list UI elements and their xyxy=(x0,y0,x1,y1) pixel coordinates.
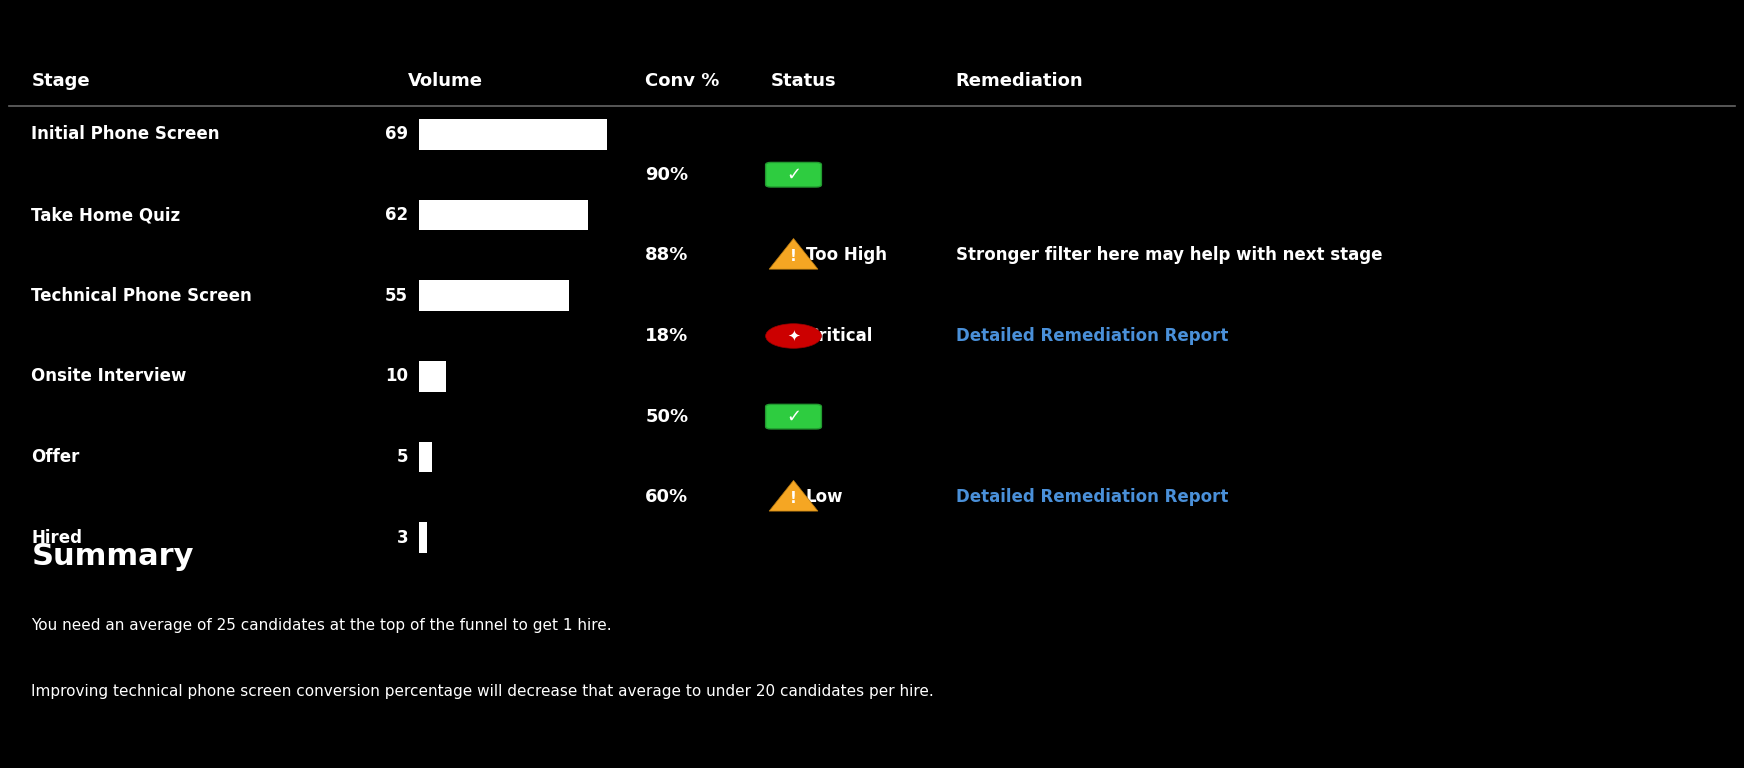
Text: !: ! xyxy=(790,492,797,506)
Text: Remediation: Remediation xyxy=(956,71,1083,90)
FancyBboxPatch shape xyxy=(766,163,821,187)
Text: Hired: Hired xyxy=(31,528,82,547)
Text: 60%: 60% xyxy=(645,488,689,506)
Text: 50%: 50% xyxy=(645,408,689,425)
FancyBboxPatch shape xyxy=(419,280,569,311)
Text: ✓: ✓ xyxy=(787,166,800,184)
Text: Too High: Too High xyxy=(806,247,886,264)
FancyBboxPatch shape xyxy=(419,522,427,553)
FancyBboxPatch shape xyxy=(419,119,607,150)
Text: !: ! xyxy=(790,250,797,264)
Text: Detailed Remediation Report: Detailed Remediation Report xyxy=(956,488,1228,506)
Text: 90%: 90% xyxy=(645,166,689,184)
Text: Take Home Quiz: Take Home Quiz xyxy=(31,206,181,224)
Text: 55: 55 xyxy=(385,286,408,305)
Text: 3: 3 xyxy=(396,528,408,547)
Text: 5: 5 xyxy=(396,448,408,466)
Text: Stronger filter here may help with next stage: Stronger filter here may help with next … xyxy=(956,247,1383,264)
FancyBboxPatch shape xyxy=(419,361,446,392)
Text: ✓: ✓ xyxy=(787,408,800,425)
FancyBboxPatch shape xyxy=(419,200,588,230)
Text: Technical Phone Screen: Technical Phone Screen xyxy=(31,286,253,305)
Polygon shape xyxy=(769,238,818,270)
Text: Summary: Summary xyxy=(31,542,194,571)
Circle shape xyxy=(766,324,821,349)
Text: Stage: Stage xyxy=(31,71,91,90)
Text: Status: Status xyxy=(771,71,837,90)
Text: Detailed Remediation Report: Detailed Remediation Report xyxy=(956,327,1228,345)
FancyBboxPatch shape xyxy=(419,442,433,472)
Text: 18%: 18% xyxy=(645,327,689,345)
Text: 62: 62 xyxy=(385,206,408,224)
Text: Conv %: Conv % xyxy=(645,71,720,90)
Text: 69: 69 xyxy=(385,125,408,144)
Text: Offer: Offer xyxy=(31,448,80,466)
Text: ✦: ✦ xyxy=(787,329,800,343)
Text: Low: Low xyxy=(806,488,844,506)
Text: Volume: Volume xyxy=(408,71,483,90)
Text: You need an average of 25 candidates at the top of the funnel to get 1 hire.: You need an average of 25 candidates at … xyxy=(31,618,612,634)
Text: 88%: 88% xyxy=(645,247,689,264)
Text: Critical: Critical xyxy=(806,327,872,345)
FancyBboxPatch shape xyxy=(766,404,821,429)
Polygon shape xyxy=(769,481,818,511)
Text: 10: 10 xyxy=(385,367,408,386)
Text: Initial Phone Screen: Initial Phone Screen xyxy=(31,125,220,144)
Text: Onsite Interview: Onsite Interview xyxy=(31,367,187,386)
Text: Improving technical phone screen conversion percentage will decrease that averag: Improving technical phone screen convers… xyxy=(31,684,935,699)
